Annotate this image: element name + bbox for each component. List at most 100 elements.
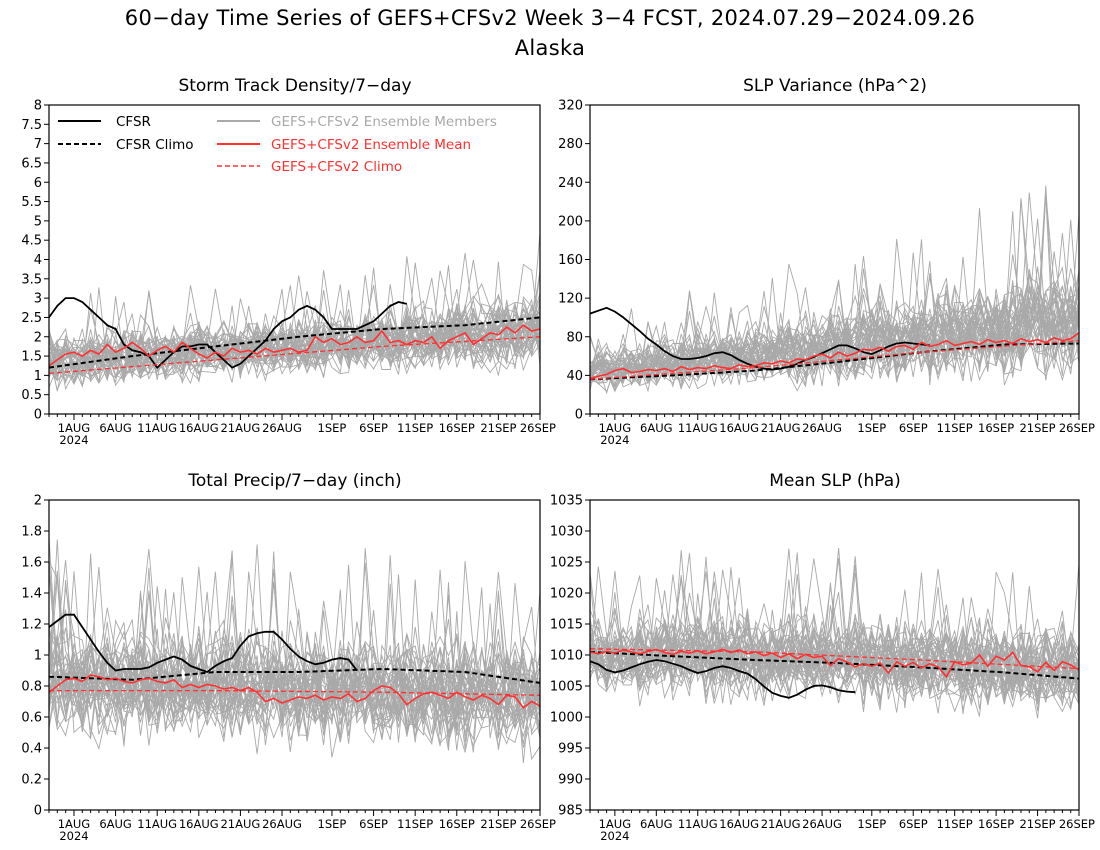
x-tick-label: 1SEP xyxy=(318,817,347,831)
y-tick-label: 40 xyxy=(566,369,583,384)
y-tick-label: 1.6 xyxy=(21,556,42,571)
y-tick-label: 985 xyxy=(558,804,583,819)
y-tick-label: 1025 xyxy=(550,556,583,571)
x-tick-label: 1AUG xyxy=(599,421,632,435)
ensemble-member-line xyxy=(590,616,1079,714)
y-tick-label: 5 xyxy=(34,214,42,229)
panel-title: Total Precip/7−day (inch) xyxy=(187,471,401,491)
y-tick-label: 3 xyxy=(34,292,42,307)
cfsr-line xyxy=(49,297,408,369)
ensemble-member-line xyxy=(49,298,540,381)
y-tick-label: 1.8 xyxy=(21,525,42,540)
legend-label-cfsr-climo: CFSR Climo xyxy=(116,137,194,153)
legend-label-ens-mean: GEFS+CFSv2 Ensemble Mean xyxy=(271,137,471,153)
plot-area xyxy=(49,232,540,392)
ensemble-member-line xyxy=(590,270,1079,392)
gefs-climo-line xyxy=(590,648,1079,670)
x-year-label: 2024 xyxy=(600,433,629,447)
ensemble-member-line xyxy=(590,593,1079,705)
x-tick-label: 21AUG xyxy=(761,421,801,435)
y-tick-label: 0.5 xyxy=(21,388,42,403)
x-tick-label: 11AUG xyxy=(678,421,718,435)
ensemble-mean-line xyxy=(590,648,1079,679)
x-tick-label: 1SEP xyxy=(857,817,886,831)
x-tick-label: 26SEP xyxy=(1059,421,1095,435)
x-tick-label: 16SEP xyxy=(439,421,475,435)
ensemble-members xyxy=(590,185,1079,395)
y-tick-label: 160 xyxy=(558,253,583,268)
y-tick-label: 1005 xyxy=(550,680,583,695)
x-tick-label: 11AUG xyxy=(137,817,177,831)
x-tick-label: 1AUG xyxy=(599,817,632,831)
x-tick-label: 11SEP xyxy=(397,421,433,435)
ensemble-mean-line xyxy=(49,674,540,709)
x-tick-label: 1SEP xyxy=(318,421,347,435)
y-tick-label: 2 xyxy=(34,494,42,509)
x-tick-label: 16SEP xyxy=(439,817,475,831)
ensemble-member-line xyxy=(49,291,540,388)
x-tick-label: 21SEP xyxy=(480,817,516,831)
x-tick-label: 21SEP xyxy=(1019,817,1055,831)
x-tick-label: 16SEP xyxy=(978,421,1014,435)
x-year-label: 2024 xyxy=(59,433,88,447)
x-tick-label: 6AUG xyxy=(99,817,132,831)
x-tick-label: 26AUG xyxy=(262,817,302,831)
x-tick-label: 26AUG xyxy=(262,421,302,435)
x-tick-label: 26AUG xyxy=(802,421,842,435)
x-tick-label: 21SEP xyxy=(480,421,516,435)
ensemble-member-line xyxy=(49,607,540,758)
y-tick-label: 7 xyxy=(34,137,42,152)
y-tick-label: 0 xyxy=(34,408,42,423)
cfsr-climo-line xyxy=(590,342,1079,381)
x-tick-label: 26SEP xyxy=(520,817,556,831)
legend-label-gefs-climo: GEFS+CFSv2 Climo xyxy=(271,159,402,175)
ensemble-mean-line xyxy=(590,332,1079,380)
x-tick-label: 11SEP xyxy=(937,421,973,435)
x-tick-label: 21AUG xyxy=(761,817,801,831)
x-tick-label: 11SEP xyxy=(397,817,433,831)
x-tick-label: 16AUG xyxy=(719,817,759,831)
y-tick-label: 1 xyxy=(34,649,42,664)
ensemble-member-line xyxy=(49,611,540,751)
ensemble-member-line xyxy=(49,270,540,383)
x-tick-label: 1AUG xyxy=(58,817,91,831)
x-year-label: 2024 xyxy=(600,829,629,843)
y-tick-label: 1.2 xyxy=(21,618,42,633)
ensemble-member-line xyxy=(590,219,1079,390)
legend-label-cfsr: CFSR xyxy=(116,114,151,130)
ensemble-member-line xyxy=(49,282,540,381)
ensemble-member-line xyxy=(590,620,1079,709)
panel-slp-variance: SLP Variance (hPa^2) 0 40 80 120 160 200 240 280… xyxy=(558,76,1095,447)
panel-mean-slp: Mean SLP (hPa) 985 990 995 1000 1005 1010 1015 1… xyxy=(550,471,1095,843)
y-tick-label: 7.5 xyxy=(21,118,42,133)
y-tick-label: 1020 xyxy=(550,587,583,602)
x-tick-label: 6SEP xyxy=(899,421,928,435)
x-tick-label: 16SEP xyxy=(978,817,1014,831)
x-tick-label: 11AUG xyxy=(678,817,718,831)
x-tick-label: 26AUG xyxy=(802,817,842,831)
ensemble-member-line xyxy=(49,582,540,752)
legend: CFSR CFSR Climo GEFS+CFSv2 Ensemble Member… xyxy=(58,114,497,175)
ensemble-member-line xyxy=(590,571,1079,706)
y-tick-label: 1010 xyxy=(550,649,583,664)
plot-area xyxy=(590,547,1079,719)
x-tick-label: 1AUG xyxy=(58,421,91,435)
y-tick-label: 0 xyxy=(34,804,42,819)
panel-title: Storm Track Density/7−day xyxy=(178,76,411,96)
y-tick-label: 1035 xyxy=(550,494,583,509)
ensemble-members xyxy=(590,547,1079,719)
x-tick-label: 6SEP xyxy=(899,817,928,831)
y-tick-label: 990 xyxy=(558,773,583,788)
x-tick-label: 11SEP xyxy=(937,817,973,831)
ensemble-member-line xyxy=(49,262,540,384)
y-tick-label: 4.5 xyxy=(21,234,42,249)
x-tick-label: 21AUG xyxy=(220,421,260,435)
y-tick-label: 0.2 xyxy=(21,773,42,788)
y-tick-label: 1000 xyxy=(550,711,583,726)
y-tick-label: 80 xyxy=(566,330,583,345)
cfsr-line xyxy=(49,613,358,674)
figure-subtitle: Alaska xyxy=(514,36,586,60)
cfsr-climo-line xyxy=(49,316,540,369)
ensemble-member-line xyxy=(590,593,1079,700)
